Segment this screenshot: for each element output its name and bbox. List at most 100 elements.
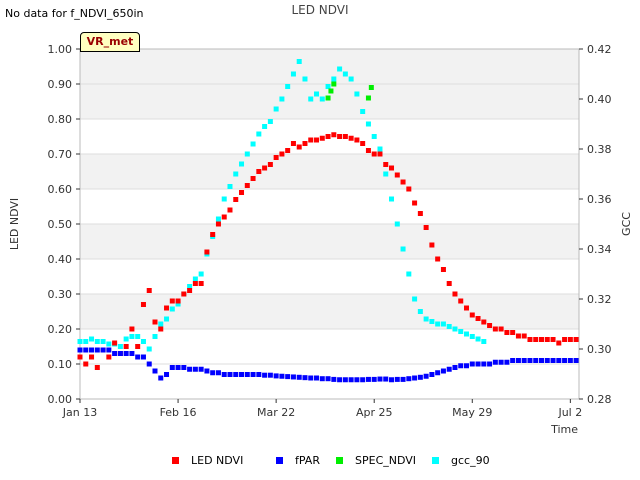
fpar-point <box>383 376 389 382</box>
led-ndvi-point <box>227 207 233 213</box>
y-tick-label: 0.30 <box>48 288 73 301</box>
fpar-point <box>164 372 170 377</box>
gcc-90-point <box>285 84 291 89</box>
fpar-point <box>198 366 204 372</box>
no-data-message: No data for f_NDVI_650in <box>5 7 144 20</box>
gcc-90-point <box>146 346 152 352</box>
led-ndvi-point <box>394 172 400 178</box>
gcc-90-point <box>279 96 285 102</box>
fpar-point <box>510 358 516 363</box>
fpar-point <box>117 351 123 356</box>
led-ndvi-point <box>187 288 193 293</box>
led-ndvi-point <box>360 141 366 146</box>
fpar-point <box>544 358 550 363</box>
fpar-point <box>89 347 95 353</box>
led-ndvi-point <box>562 337 568 342</box>
fpar-point <box>158 375 164 381</box>
gcc-90-point <box>360 109 366 114</box>
fpar-point <box>573 358 579 363</box>
led-ndvi-point <box>487 323 493 328</box>
led-ndvi-point <box>521 333 527 339</box>
fpar-point <box>452 365 458 370</box>
fpar-point <box>423 373 429 379</box>
led-ndvi-point <box>567 337 573 342</box>
series-spec-ndvi <box>325 81 374 101</box>
fpar-point <box>521 358 527 363</box>
led-ndvi-point <box>435 256 441 262</box>
led-ndvi-point <box>319 135 325 141</box>
led-ndvi-point <box>221 214 227 220</box>
fpar-point <box>308 375 314 381</box>
fpar-point <box>129 351 135 356</box>
led-ndvi-point <box>308 137 314 143</box>
led-ndvi-point <box>556 340 562 346</box>
background-bands <box>80 49 579 329</box>
gcc-90-point <box>273 106 279 112</box>
fpar-point <box>192 366 198 372</box>
led-ndvi-point <box>262 165 268 171</box>
y-axis-label: LED NDVI <box>8 198 21 250</box>
fpar-point <box>400 376 406 382</box>
legend-swatch <box>276 457 283 464</box>
fpar-point <box>469 361 475 367</box>
led-ndvi-point <box>417 211 423 216</box>
led-ndvi-point <box>533 337 539 342</box>
gcc-90-point <box>406 271 412 277</box>
gcc-90-point <box>308 96 314 102</box>
x-tick-label: Feb 16 <box>160 406 197 419</box>
x-axis-label: Time <box>550 423 578 436</box>
gcc-90-point <box>290 71 296 77</box>
fpar-point <box>267 372 273 378</box>
fpar-point <box>285 374 291 380</box>
spec-ndvi-point <box>368 85 374 90</box>
y-tick-label: 1.00 <box>48 43 73 56</box>
gcc-90-point <box>464 331 470 337</box>
x-axis-ticks: Jan 13 Feb 16 Mar 22 Apr 25 May 29 Jul 2 <box>62 399 582 419</box>
series-fpar <box>77 347 579 383</box>
y2-tick-label: 0.32 <box>587 293 612 306</box>
x-tick-label: May 29 <box>452 406 492 419</box>
gcc-90-point <box>440 321 446 327</box>
fpar-point <box>273 373 279 379</box>
led-ndvi-point <box>389 165 395 171</box>
fpar-point <box>94 347 100 353</box>
led-ndvi-point <box>158 326 164 332</box>
fpar-point <box>169 365 175 370</box>
gcc-90-point <box>152 334 158 339</box>
gcc-90-point <box>389 196 395 202</box>
gcc-90-point <box>394 221 400 227</box>
fpar-point <box>175 365 181 370</box>
fpar-point <box>550 358 556 363</box>
fpar-point <box>435 370 441 376</box>
led-ndvi-point <box>510 330 516 335</box>
y2-tick-label: 0.28 <box>587 393 612 406</box>
fpar-point <box>354 377 360 383</box>
led-ndvi-point <box>273 155 279 160</box>
fpar-point <box>515 358 521 363</box>
fpar-point <box>244 372 250 377</box>
fpar-point <box>533 358 539 363</box>
led-ndvi-point <box>233 197 239 202</box>
led-ndvi-point <box>129 326 135 332</box>
led-ndvi-point <box>412 200 418 206</box>
y2-axis-ticks: 0.28 0.30 0.32 0.34 0.36 0.38 0.40 0.42 <box>579 43 612 406</box>
fpar-point <box>233 372 239 377</box>
led-ndvi-point <box>169 298 175 304</box>
gcc-90-point <box>377 146 383 152</box>
led-ndvi-point <box>452 291 458 297</box>
gcc-90-point <box>452 326 458 332</box>
fpar-point <box>152 368 158 374</box>
gcc-90-point <box>187 284 193 289</box>
x-tick-label: Jul 2 <box>557 406 582 419</box>
fpar-point <box>389 377 395 383</box>
fpar-point <box>481 361 487 367</box>
shaded-band <box>80 49 579 84</box>
gcc-90-point <box>412 296 418 302</box>
led-ndvi-point <box>250 176 256 181</box>
gcc-90-point <box>325 84 331 89</box>
gcc-90-point <box>342 71 348 77</box>
fpar-point <box>377 376 383 382</box>
fpar-point <box>100 347 106 353</box>
y2-tick-label: 0.34 <box>587 243 612 256</box>
led-ndvi-point <box>175 298 181 304</box>
